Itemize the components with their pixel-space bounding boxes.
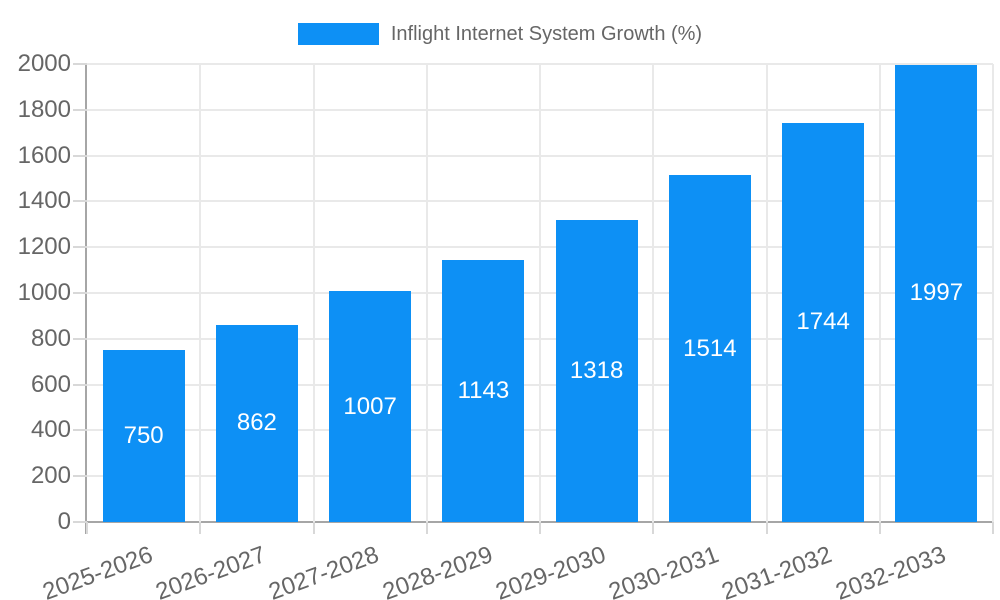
gridline xyxy=(312,64,315,522)
y-tick-label: 1800 xyxy=(17,95,71,123)
bar[interactable]: 1007 xyxy=(329,291,412,522)
y-tick-label: 1000 xyxy=(17,279,71,306)
y-axis-line xyxy=(85,64,87,534)
x-tick-mark xyxy=(86,522,88,534)
gridline xyxy=(878,64,881,522)
bar-value-label: 1744 xyxy=(796,308,850,336)
y-tick-mark xyxy=(73,475,87,478)
y-tick-mark xyxy=(73,383,87,386)
bar-value-label: 1514 xyxy=(683,334,737,362)
y-tick-label: 800 xyxy=(30,324,71,352)
gridline xyxy=(992,64,994,522)
x-tick-mark xyxy=(878,522,881,534)
bar[interactable]: 750 xyxy=(102,350,185,522)
legend[interactable]: Inflight Internet System Growth (%) xyxy=(0,21,1000,47)
x-tick-label: 2029-2030 xyxy=(492,541,610,600)
gridline xyxy=(199,64,202,522)
y-tick-mark xyxy=(73,154,87,157)
x-tick-label: 2025-2026 xyxy=(39,541,157,600)
x-tick-mark xyxy=(199,522,202,534)
x-axis-line xyxy=(73,521,993,523)
bar-value-label: 862 xyxy=(236,409,277,437)
x-tick-label: 2027-2028 xyxy=(265,541,383,600)
x-tick-mark xyxy=(992,522,994,534)
x-tick-mark xyxy=(539,522,541,534)
x-tick-mark xyxy=(425,522,428,534)
y-tick-label: 600 xyxy=(30,370,71,398)
y-tick-label: 200 xyxy=(30,462,71,490)
y-tick-mark xyxy=(73,200,87,203)
legend-label: Inflight Internet System Growth (%) xyxy=(390,23,703,45)
bar[interactable]: 1514 xyxy=(668,175,751,522)
bar-value-label: 1997 xyxy=(909,279,964,307)
gridline xyxy=(652,64,655,522)
bar-value-label: 1143 xyxy=(457,377,510,405)
y-tick-mark xyxy=(73,246,87,249)
bar[interactable]: 1143 xyxy=(442,260,525,522)
y-tick-label: 2000 xyxy=(17,50,71,77)
y-tick-mark xyxy=(73,108,87,111)
y-tick-mark xyxy=(73,292,87,294)
x-tick-label: 2028-2029 xyxy=(378,541,496,600)
x-tick-label: 2030-2031 xyxy=(605,541,723,600)
x-tick-label: 2032-2033 xyxy=(831,541,949,600)
x-tick-mark xyxy=(765,522,768,534)
gridline xyxy=(539,64,541,522)
y-tick-mark xyxy=(73,429,87,432)
bar-value-label: 1007 xyxy=(343,392,397,420)
x-tick-mark xyxy=(652,522,655,534)
bar-value-label: 1318 xyxy=(569,357,624,385)
y-tick-label: 1600 xyxy=(17,141,71,169)
x-tick-label: 2026-2027 xyxy=(152,541,270,600)
bar[interactable]: 1744 xyxy=(782,122,865,522)
legend-swatch xyxy=(297,23,379,45)
gridline xyxy=(765,64,768,522)
x-tick-mark xyxy=(312,522,315,534)
y-tick-mark xyxy=(73,521,87,523)
gridline xyxy=(425,64,428,522)
y-tick-label: 400 xyxy=(30,416,71,444)
bar[interactable]: 862 xyxy=(215,324,298,522)
x-tick-label: 2031-2032 xyxy=(718,541,836,600)
y-tick-mark xyxy=(73,337,87,340)
y-tick-mark xyxy=(73,63,87,65)
bar[interactable]: 1318 xyxy=(555,220,638,522)
bar[interactable]: 1997 xyxy=(895,64,978,522)
y-tick-label: 1400 xyxy=(17,187,71,215)
plot-area: 750 862 1007 1143 1318 1514 1744 1997 xyxy=(87,63,994,522)
y-tick-label: 0 xyxy=(57,508,71,535)
bar-value-label: 750 xyxy=(123,422,164,450)
y-tick-label: 1200 xyxy=(17,233,71,261)
